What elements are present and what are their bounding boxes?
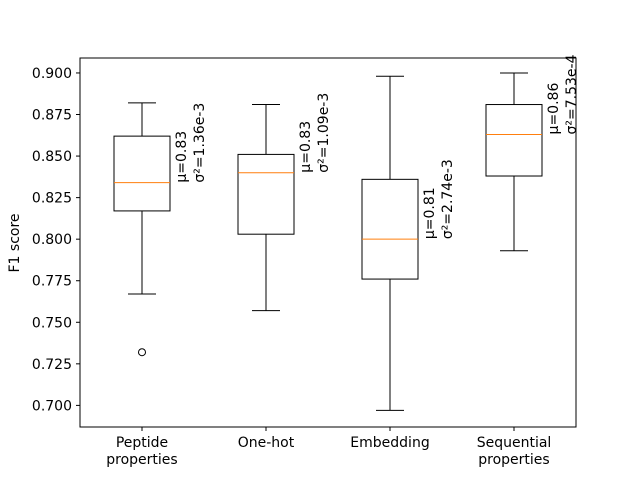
x-tick-label: One-hot [238, 435, 295, 451]
y-tick-label: 0.700 [32, 398, 72, 414]
x-tick-label: Sequential [477, 435, 552, 451]
x-tick-label: properties [478, 452, 549, 468]
box-iqr [361, 178, 419, 280]
box-group: μ=0.83 σ²=1.09e-3 [237, 93, 332, 312]
y-axis-label: F1 score [7, 213, 23, 272]
outlier-point [138, 348, 146, 357]
x-tick-label: properties [106, 452, 177, 468]
box-group: μ=0.83 σ²=1.36e-3 [113, 102, 208, 357]
annotation-variance: σ²=1.36e-3 [192, 103, 208, 183]
y-tick-label: 0.775 [32, 274, 72, 290]
plot-frame [79, 57, 577, 428]
y-axis: 0.700 0.725 0.750 0.775 0.800 0.825 0.850 0.875… [32, 66, 80, 414]
box-iqr [237, 153, 295, 235]
box-iqr [485, 104, 543, 177]
x-tick-label: Peptide [116, 435, 168, 451]
box-group: μ=0.81 σ²=2.74e-3 [361, 75, 456, 411]
y-tick-label: 0.725 [32, 357, 72, 373]
annotation-mean: μ=0.83 [298, 121, 314, 173]
annotation-variance: σ²=2.74e-3 [440, 159, 456, 239]
annotation-mean: μ=0.86 [546, 83, 562, 135]
y-tick-label: 0.850 [32, 149, 72, 165]
annotation-variance: σ²=7.53e-4 [564, 54, 580, 134]
y-tick-label: 0.825 [32, 191, 72, 207]
annotation-mean: μ=0.83 [174, 131, 190, 183]
y-tick-label: 0.900 [32, 66, 72, 82]
y-tick-label: 0.750 [32, 315, 72, 331]
box-group: μ=0.86 σ²=7.53e-4 [485, 54, 580, 252]
annotation-mean: μ=0.81 [422, 187, 438, 239]
y-tick-label: 0.875 [32, 108, 72, 124]
annotation-variance: σ²=1.09e-3 [316, 93, 332, 173]
boxes-layer: μ=0.83 σ²=1.36e-3 μ=0.83 σ²=1.09e-3μ=0.81 σ²… [113, 54, 580, 411]
x-tick-label: Embedding [350, 435, 429, 451]
box-iqr [113, 135, 171, 212]
y-tick-label: 0.800 [32, 232, 72, 248]
